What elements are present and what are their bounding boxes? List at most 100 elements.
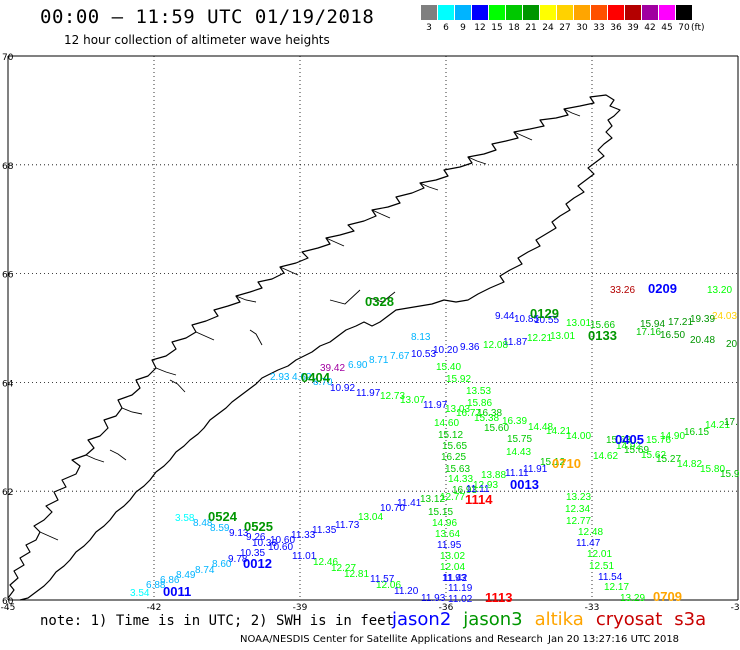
legend-label: 70: [678, 23, 690, 33]
wave-height-value: 12.27: [331, 563, 356, 574]
wave-height-value: 15.27: [656, 454, 681, 465]
wave-height-value: 8.60: [212, 559, 232, 570]
legend-swatch: [608, 5, 624, 20]
wave-height-value: 14.92: [616, 441, 641, 452]
wave-height-value: 14.43: [506, 447, 531, 458]
legend-label: 33: [593, 23, 605, 33]
legend-swatch: [421, 5, 437, 20]
wave-height-value: 13.04: [358, 512, 383, 523]
legend-swatch: [625, 5, 641, 20]
fjord-line: [249, 329, 263, 346]
wave-height-value: 13.01: [550, 331, 575, 342]
map-title: 00:00 – 11:59 UTC 01/19/2018: [40, 6, 375, 28]
wave-height-value: 7.67: [390, 351, 410, 362]
map-subtitle: 12 hour collection of altimeter wave hei…: [64, 33, 330, 47]
satellite-name: altika: [534, 609, 584, 630]
wave-height-value: 11.97: [423, 400, 448, 411]
wave-height-value: 16.25: [441, 452, 466, 463]
wave-height-value: 11.47: [576, 538, 601, 549]
wave-height-value: 11.93: [442, 573, 467, 584]
wave-height-value: 33.26: [610, 285, 635, 296]
pass-time-label: 0328: [365, 294, 394, 309]
wave-height-value: 17.16: [636, 327, 661, 338]
wave-height-value: 12.77: [566, 516, 591, 527]
pass-time-label: 0011: [163, 584, 191, 599]
wave-height-value: 14.48: [528, 422, 553, 433]
legend-label: 18: [508, 23, 520, 33]
legend-swatch: [659, 5, 675, 20]
wave-height-value: 12.46: [313, 557, 338, 568]
wave-height-value: 15.40: [436, 362, 461, 373]
longitude-label: -39: [293, 603, 308, 613]
legend-swatch: [523, 5, 539, 20]
fjord-detail: [39, 108, 581, 541]
wave-height-value: 12.93: [473, 480, 498, 491]
wave-height-value: 10.60: [270, 535, 295, 546]
wave-height-value: 12.51: [589, 561, 614, 572]
legend-label: 42: [644, 23, 656, 33]
wave-height-value: 13.12: [420, 494, 445, 505]
fjord-line: [371, 209, 391, 219]
wave-height-value: 10.53: [411, 349, 436, 360]
wave-height-value: 10.20: [433, 345, 458, 356]
wave-height-value: 11.91: [523, 464, 548, 475]
satellite-legend: jason2 jason3 altika cryosat s3a: [392, 609, 718, 630]
wave-height-value: 13.07: [400, 395, 425, 406]
wave-height-value: 15.63: [606, 435, 631, 446]
wave-height-value: 11.41: [397, 498, 422, 509]
wave-height-value: 4.62: [292, 372, 312, 383]
wave-height-value: 24.03: [712, 311, 737, 322]
wave-height-value: 11.35: [312, 525, 337, 536]
wave-height-value: 10.55: [534, 315, 559, 326]
fjord-line: [563, 108, 581, 117]
wave-height-value: 15.94: [640, 319, 665, 330]
pass-time-label: 0404: [301, 370, 331, 385]
wave-height-value: 3.58: [175, 513, 195, 524]
wave-height-value: 3.54: [130, 588, 150, 599]
wave-height-value: 11.87: [503, 337, 528, 348]
wave-height-value: 14.82: [677, 459, 702, 470]
fjord-line: [169, 379, 186, 393]
pass-time-label: 0524: [208, 509, 238, 524]
legend-swatch: [591, 5, 607, 20]
legend-swatch: [489, 5, 505, 20]
wave-height-value: 6.88: [146, 580, 166, 591]
wave-height-value: 17.21: [668, 317, 693, 328]
latitude-label: 62: [2, 488, 13, 498]
wave-height-value: 12.04: [440, 562, 465, 573]
longitude-label: -36: [439, 603, 454, 613]
fjord-line: [329, 289, 361, 305]
latitude-label: 66: [2, 271, 14, 281]
legend-label: 12: [474, 23, 486, 33]
wave-height-value: 20.48: [690, 335, 715, 346]
wave-height-value: 9.13: [229, 528, 249, 539]
fjord-line: [85, 454, 105, 463]
wave-height-value: 16.15: [684, 427, 709, 438]
wave-height-value: 10.70: [380, 503, 405, 514]
wave-height-value: 15.15: [428, 507, 453, 518]
fjord-line: [39, 531, 59, 541]
wave-height-value: 11.42: [443, 573, 468, 584]
pass-time-label: 0709: [653, 589, 682, 604]
legend-swatch: [472, 5, 488, 20]
wave-height-value: 9.36: [460, 342, 480, 353]
wave-height-value: 15.86: [467, 398, 492, 409]
fjord-line: [155, 367, 177, 376]
pass-time-label: 0129: [530, 306, 559, 321]
legend-label: 39: [627, 23, 639, 33]
satellite-name: cryosat: [595, 609, 663, 630]
wave-height-value: 16.50: [660, 330, 685, 341]
credit-line: NOAA/NESDIS Center for Satellite Applica…: [240, 634, 543, 645]
wave-height-value: 6.86: [160, 575, 180, 586]
wave-height-value: 14.00: [566, 431, 591, 442]
wave-height-value: 14.90: [660, 431, 685, 442]
wave-height-value: 11.19: [448, 583, 473, 594]
wave-height-value: 11.33: [291, 530, 316, 541]
wave-height-value: 13.03: [445, 404, 470, 415]
fjord-line: [369, 291, 396, 303]
longitude-label: -45: [1, 603, 16, 613]
wave-height-value: 15.12: [438, 430, 463, 441]
wave-height-value: 12.21: [527, 333, 552, 344]
legend-label: 45: [661, 23, 673, 33]
wave-height-value: 14.21: [546, 426, 571, 437]
